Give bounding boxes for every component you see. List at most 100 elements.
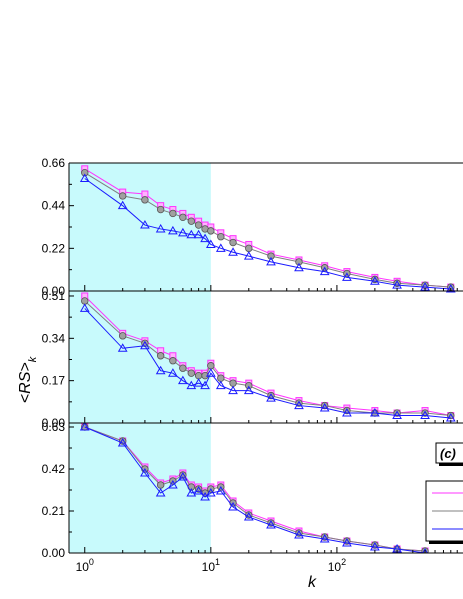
data-point-blue-9 bbox=[205, 239, 216, 248]
data-point-blue-17 bbox=[370, 408, 380, 417]
data-point-gray-4 bbox=[169, 209, 177, 218]
x-tick-label: 102 bbox=[328, 557, 346, 574]
data-point-gray-8 bbox=[201, 371, 209, 380]
data-point-blue-11 bbox=[228, 501, 238, 511]
data-point-blue-12 bbox=[243, 511, 254, 521]
data-point-blue-14 bbox=[294, 400, 304, 410]
panel-3: 0.00 0.21 0.42 0.63 (c) bbox=[42, 420, 463, 560]
data-point-gray-9 bbox=[207, 227, 215, 235]
data-point-gray-5 bbox=[179, 213, 187, 222]
data-point-blue-19 bbox=[420, 410, 430, 420]
y-tick-label: 0.44 bbox=[42, 199, 66, 213]
data-point-blue-3 bbox=[155, 487, 166, 497]
y-tick-label: 0.00 bbox=[42, 284, 66, 298]
data-point-blue-15 bbox=[319, 403, 330, 412]
data-point-blue-14 bbox=[294, 529, 304, 539]
panel-1: 0.00 0.22 0.44 0.66 bbox=[42, 156, 463, 298]
data-point-gray-1 bbox=[119, 332, 127, 340]
series-group bbox=[79, 421, 429, 553]
data-point-blue-7 bbox=[193, 229, 204, 239]
data-point-blue-10 bbox=[215, 243, 226, 252]
data-point-gray-6 bbox=[187, 369, 196, 377]
data-point-gray-13 bbox=[267, 252, 275, 260]
data-point-blue-7 bbox=[193, 485, 204, 495]
data-point-blue-2 bbox=[140, 467, 150, 477]
data-point-gray-9 bbox=[207, 362, 215, 370]
y-axis-title-subscript: k bbox=[27, 356, 39, 362]
series-line-blue bbox=[84, 178, 451, 290]
data-point-blue-15 bbox=[319, 266, 330, 276]
data-point-blue-10 bbox=[215, 485, 226, 495]
x-tick-label-base: 10 bbox=[202, 560, 216, 574]
data-point-gray-1 bbox=[119, 192, 127, 200]
y-axis-title: <RS>k bbox=[17, 356, 39, 403]
data-point-blue-18 bbox=[392, 410, 402, 420]
data-point-magenta-2 bbox=[141, 190, 149, 198]
y-tick-label: 0.21 bbox=[42, 504, 66, 518]
data-point-blue-16 bbox=[342, 272, 352, 281]
data-point-blue-12 bbox=[243, 385, 254, 395]
data-point-gray-5 bbox=[179, 364, 187, 372]
data-point-blue-20 bbox=[445, 284, 456, 293]
data-point-gray-4 bbox=[169, 357, 177, 365]
data-point-gray-10 bbox=[217, 374, 225, 382]
data-point-blue-13 bbox=[266, 519, 276, 529]
data-point-blue-14 bbox=[294, 262, 304, 272]
x-tick-label-base: 10 bbox=[328, 560, 342, 574]
data-point-blue-17 bbox=[370, 276, 380, 285]
data-point-blue-11 bbox=[228, 247, 238, 256]
data-point-blue-4 bbox=[168, 479, 178, 489]
data-point-blue-1 bbox=[117, 200, 128, 210]
y-tick-label: 0.63 bbox=[42, 420, 66, 434]
y-tick-label: 0.42 bbox=[42, 462, 66, 476]
x-tick-label-exponent: 0 bbox=[89, 557, 94, 567]
highlight-region bbox=[69, 423, 211, 553]
data-point-blue-13 bbox=[266, 256, 276, 266]
data-point-blue-5 bbox=[178, 471, 188, 481]
data-point-blue-5 bbox=[178, 375, 188, 385]
series-group bbox=[79, 165, 456, 293]
panel-tag-label: (c) bbox=[440, 446, 456, 461]
data-point-gray-3 bbox=[156, 481, 165, 489]
data-point-gray-14 bbox=[295, 258, 303, 266]
data-point-blue-6 bbox=[186, 487, 197, 497]
data-point-blue-5 bbox=[178, 227, 188, 237]
data-point-blue-0 bbox=[79, 303, 90, 312]
data-point-blue-1 bbox=[117, 437, 128, 447]
data-point-blue-9 bbox=[205, 487, 216, 497]
data-point-blue-13 bbox=[266, 393, 276, 402]
data-point-blue-6 bbox=[186, 380, 197, 390]
data-point-gray-7 bbox=[194, 221, 203, 229]
data-point-blue-3 bbox=[155, 223, 166, 233]
data-point-blue-4 bbox=[168, 225, 178, 235]
legend-shadow bbox=[429, 541, 463, 544]
x-tick-label-exponent: 2 bbox=[341, 557, 346, 567]
y-axis-title-main: <RS> bbox=[17, 362, 34, 403]
data-point-gray-11 bbox=[229, 379, 237, 387]
data-point-gray-3 bbox=[156, 205, 165, 214]
data-point-blue-11 bbox=[228, 385, 238, 395]
panel-tag-shadow bbox=[439, 463, 463, 466]
series-line-blue bbox=[84, 308, 451, 419]
y-tick-label: 0.17 bbox=[42, 374, 66, 388]
y-tick-label: 0.00 bbox=[42, 416, 66, 430]
data-point-gray-2 bbox=[141, 196, 149, 204]
y-tick-label: 0.22 bbox=[42, 241, 66, 255]
data-point-blue-1 bbox=[117, 343, 128, 352]
data-point-blue-8 bbox=[200, 233, 210, 243]
x-tick-label: 101 bbox=[202, 557, 220, 574]
data-point-gray-12 bbox=[245, 244, 253, 253]
highlight-region bbox=[69, 291, 211, 423]
data-point-blue-8 bbox=[200, 380, 210, 390]
x-tick-label-exponent: 1 bbox=[215, 557, 220, 567]
data-point-gray-3 bbox=[156, 352, 165, 360]
x-tick-label: 100 bbox=[76, 557, 94, 574]
series-group bbox=[79, 292, 456, 422]
data-point-gray-0 bbox=[81, 297, 89, 305]
data-point-blue-2 bbox=[140, 220, 150, 229]
data-point-gray-6 bbox=[187, 217, 196, 225]
data-point-blue-16 bbox=[342, 537, 352, 547]
data-point-gray-10 bbox=[217, 232, 225, 241]
data-point-blue-7 bbox=[193, 378, 204, 387]
